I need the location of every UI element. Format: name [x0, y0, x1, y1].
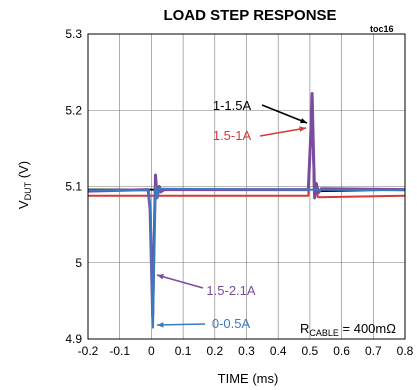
cable-resistance-note: RCABLE = 400mΩ	[300, 321, 396, 338]
x-tick-label: 0.8	[397, 344, 414, 358]
plot-frame	[87, 33, 406, 340]
label-0-0p5a: 0-0.5A	[212, 316, 251, 331]
x-tick-label: -0.2	[78, 344, 99, 358]
cable-note-main: R	[300, 321, 309, 336]
arrow-head	[157, 322, 164, 328]
y-axis-label-suffix: (V)	[16, 161, 31, 182]
arrow-head	[300, 118, 307, 124]
x-tick-label: 0.3	[238, 344, 255, 358]
y-tick-label: 5.3	[65, 27, 82, 41]
y-tick-label: 5.1	[65, 180, 82, 194]
arrow-head	[157, 274, 164, 280]
x-tick-labels: -0.2 -0.1 0 0.1 0.2 0.3 0.4 0.5 0.6 0.7 0.8	[78, 344, 414, 358]
x-tick-label: 0	[148, 344, 155, 358]
chart-tag: toc16	[370, 24, 394, 34]
x-tick-label: 0.5	[302, 344, 319, 358]
chart-title: LOAD STEP RESPONSE	[163, 7, 336, 24]
arrow-head	[299, 126, 306, 132]
arrow-1p5-1a	[259, 127, 307, 137]
annotations: 1-1.5A 1.5-1A 1.5-2.1A 0-0.5A RCABLE = 4…	[156, 98, 396, 338]
cable-note-sub: CABLE	[309, 328, 339, 338]
x-tick-label: -0.1	[109, 344, 130, 358]
x-tick-label: 0.1	[175, 344, 192, 358]
arrow-1-1p5a	[261, 104, 308, 124]
y-axis-label: VDUT (V)	[16, 161, 33, 209]
x-tick-label: 0.7	[365, 344, 382, 358]
label-1p5-2p1a: 1.5-2.1A	[206, 283, 255, 298]
arrow-0-0p5a	[156, 323, 206, 326]
x-tick-label: 0.6	[333, 344, 350, 358]
y-axis-label-sub: DUT	[23, 181, 33, 200]
series-layer	[87, 92, 406, 329]
y-tick-label: 5	[75, 256, 82, 270]
arrow-1p5-2p1a	[156, 274, 204, 289]
y-tick-labels: 4.9 5 5.1 5.2 5.3	[65, 27, 82, 346]
y-tick-label: 4.9	[65, 332, 82, 346]
x-axis-label: TIME (ms)	[218, 371, 279, 386]
cable-note-suffix: = 400mΩ	[339, 321, 396, 336]
y-axis-label-main: V	[16, 200, 31, 209]
x-tick-label: 0.2	[206, 344, 223, 358]
x-tick-label: 0.4	[270, 344, 287, 358]
series-line-0-0.5A	[88, 185, 406, 329]
label-1p5-1a: 1.5-1A	[213, 128, 252, 143]
label-1-1p5a: 1-1.5A	[213, 98, 252, 113]
y-tick-label: 5.2	[65, 103, 82, 117]
